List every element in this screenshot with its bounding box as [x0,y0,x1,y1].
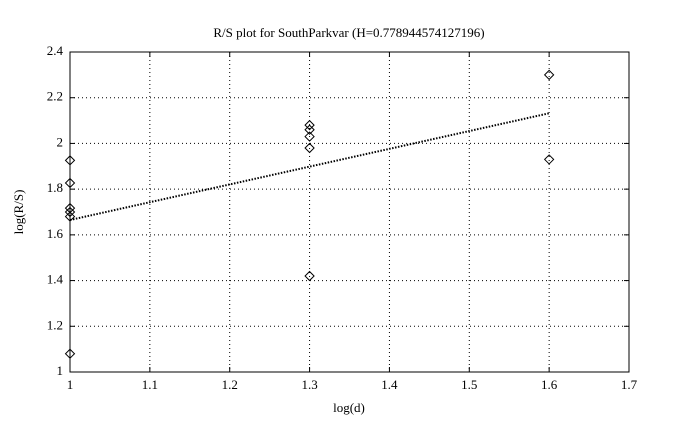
data-point [64,155,76,166]
y-tick-label: 2.4 [47,43,64,58]
x-axis-label: log(d) [333,400,365,415]
data-point [543,69,555,81]
y-axis-label: log(R/S) [11,190,26,235]
x-tick-label: 1.2 [222,377,238,392]
data-point [64,206,76,218]
x-tick-label: 1.7 [621,377,638,392]
x-tick-label: 1.4 [381,377,398,392]
y-tick-label: 2 [57,134,64,149]
x-tick-label: 1.1 [142,377,158,392]
data-point [304,142,315,154]
data-point [64,348,76,359]
x-tick-label: 1.5 [461,377,477,392]
data-point [543,154,555,165]
y-tick-label: 1.4 [47,272,64,287]
data-point [304,131,315,142]
data-point [64,177,76,189]
chart-title: R/S plot for SouthParkvar (H=0.778944574… [213,25,484,40]
x-tick-label: 1.6 [541,377,558,392]
data-point [64,211,76,222]
y-tick-label: 1.6 [47,226,64,241]
data-point [304,124,315,135]
data-point [304,270,315,282]
y-tick-label: 1.2 [47,317,63,332]
y-tick-label: 1 [57,363,64,378]
fit-line [69,112,550,221]
y-tick-label: 2.2 [47,89,63,104]
x-tick-label: 1.3 [301,377,317,392]
y-tick-label: 1.8 [47,180,63,195]
data-point [304,119,315,131]
x-tick-label: 1 [67,377,74,392]
